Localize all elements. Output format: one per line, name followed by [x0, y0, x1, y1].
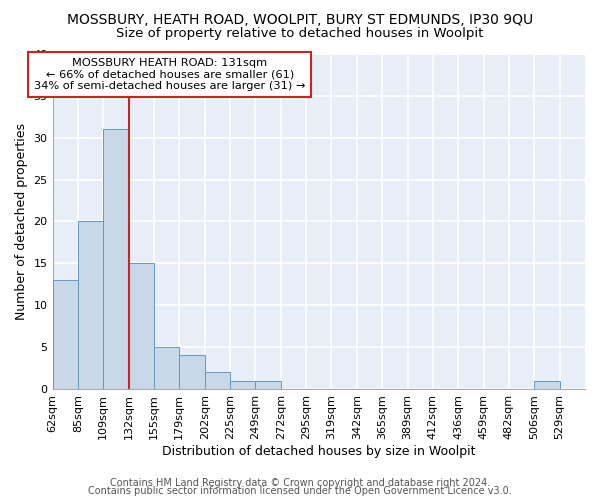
- Bar: [205, 372, 230, 389]
- X-axis label: Distribution of detached houses by size in Woolpit: Distribution of detached houses by size …: [162, 444, 476, 458]
- Text: Contains HM Land Registry data © Crown copyright and database right 2024.: Contains HM Land Registry data © Crown c…: [110, 478, 490, 488]
- Bar: [179, 356, 205, 389]
- Text: MOSSBURY, HEATH ROAD, WOOLPIT, BURY ST EDMUNDS, IP30 9QU: MOSSBURY, HEATH ROAD, WOOLPIT, BURY ST E…: [67, 12, 533, 26]
- Text: Size of property relative to detached houses in Woolpit: Size of property relative to detached ho…: [116, 28, 484, 40]
- Y-axis label: Number of detached properties: Number of detached properties: [15, 123, 28, 320]
- Text: Contains public sector information licensed under the Open Government Licence v3: Contains public sector information licen…: [88, 486, 512, 496]
- Bar: [256, 380, 281, 389]
- Bar: [128, 264, 154, 389]
- Bar: [154, 347, 179, 389]
- Bar: [103, 130, 128, 389]
- Bar: [53, 280, 78, 389]
- Bar: [534, 380, 560, 389]
- Bar: [230, 380, 256, 389]
- Text: MOSSBURY HEATH ROAD: 131sqm
← 66% of detached houses are smaller (61)
34% of sem: MOSSBURY HEATH ROAD: 131sqm ← 66% of det…: [34, 58, 305, 92]
- Bar: [78, 222, 103, 389]
